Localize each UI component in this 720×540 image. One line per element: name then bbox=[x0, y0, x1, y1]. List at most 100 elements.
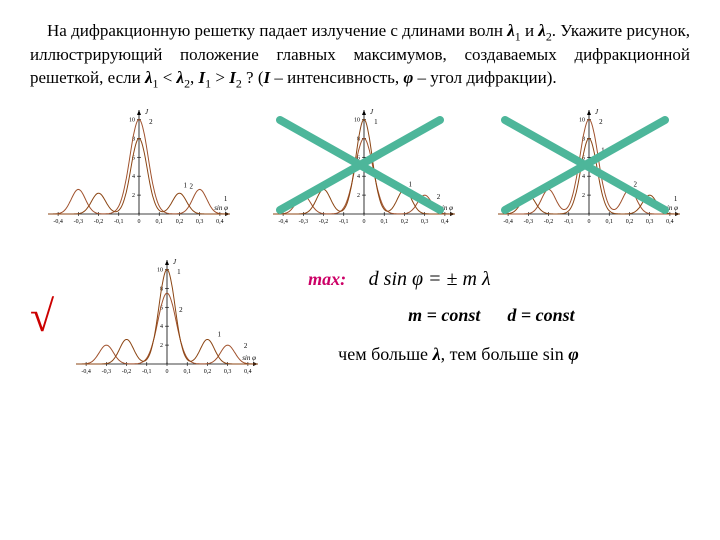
comma: , bbox=[190, 68, 199, 87]
svg-text:-0,2: -0,2 bbox=[544, 219, 554, 225]
svg-text:-0,1: -0,1 bbox=[114, 219, 124, 225]
svg-text:sin φ: sin φ bbox=[242, 354, 256, 362]
svg-text:0,2: 0,2 bbox=[401, 219, 409, 225]
svg-text:2: 2 bbox=[437, 193, 441, 201]
checkmark-icon: √ bbox=[30, 295, 54, 339]
svg-text:0: 0 bbox=[363, 219, 366, 225]
svg-text:sin φ: sin φ bbox=[439, 204, 453, 212]
svg-text:2: 2 bbox=[244, 342, 248, 350]
answer-col: √ -0,4-0,3-0,2-0,100,10,20,30,4246810Jsi… bbox=[30, 252, 268, 382]
svg-text:1: 1 bbox=[674, 195, 678, 203]
svg-text:2: 2 bbox=[599, 118, 603, 126]
svg-text:0,4: 0,4 bbox=[441, 219, 449, 225]
svg-text:0,4: 0,4 bbox=[244, 369, 252, 375]
svg-text:0,4: 0,4 bbox=[216, 219, 224, 225]
svg-text:1: 1 bbox=[218, 330, 222, 338]
c1b: λ bbox=[177, 68, 185, 87]
svg-text:2: 2 bbox=[582, 193, 585, 199]
c1a: λ bbox=[145, 68, 153, 87]
svg-text:-0,4: -0,4 bbox=[278, 219, 288, 225]
svg-text:1: 1 bbox=[601, 146, 605, 154]
max-label: max: bbox=[308, 269, 346, 289]
phi: φ bbox=[403, 68, 413, 87]
lambda1: λ bbox=[507, 21, 515, 40]
svg-text:0: 0 bbox=[588, 219, 591, 225]
svg-text:10: 10 bbox=[354, 117, 360, 123]
lambda2: λ bbox=[538, 21, 546, 40]
svg-text:10: 10 bbox=[129, 117, 135, 123]
svg-text:1: 1 bbox=[183, 181, 187, 189]
svg-text:-0,1: -0,1 bbox=[339, 219, 349, 225]
svg-text:1: 1 bbox=[177, 268, 181, 276]
svg-text:-0,1: -0,1 bbox=[564, 219, 574, 225]
svg-text:0,1: 0,1 bbox=[605, 219, 613, 225]
svg-text:2: 2 bbox=[357, 193, 360, 199]
problem-text: На дифракционную решетку падает излучени… bbox=[30, 20, 690, 92]
svg-text:-0,3: -0,3 bbox=[524, 219, 534, 225]
intens: – интенсивность, bbox=[270, 68, 403, 87]
m-const: m = const bbox=[408, 305, 480, 325]
bottom-row: √ -0,4-0,3-0,2-0,100,10,20,30,4246810Jsi… bbox=[30, 252, 690, 382]
svg-text:J: J bbox=[595, 108, 599, 116]
svg-text:0,2: 0,2 bbox=[626, 219, 634, 225]
svg-text:0,3: 0,3 bbox=[224, 369, 232, 375]
svg-text:0,3: 0,3 bbox=[646, 219, 654, 225]
svg-text:0,3: 0,3 bbox=[196, 219, 204, 225]
svg-text:0: 0 bbox=[138, 219, 141, 225]
svg-text:4: 4 bbox=[582, 174, 585, 180]
svg-text:1: 1 bbox=[408, 180, 412, 188]
svg-text:J: J bbox=[173, 258, 177, 266]
svg-text:sin φ: sin φ bbox=[214, 204, 228, 212]
concl-l: λ bbox=[433, 344, 441, 364]
chart-d: -0,4-0,3-0,2-0,100,10,20,30,4246810Jsin … bbox=[58, 252, 268, 382]
q: ? ( bbox=[242, 68, 264, 87]
t-line1a: На дифракционную решетку падает излучени… bbox=[47, 21, 503, 40]
grating-equation: d sin φ = ± m λ bbox=[369, 268, 491, 290]
svg-text:2: 2 bbox=[633, 180, 637, 188]
gt: > bbox=[211, 68, 229, 87]
svg-text:sin φ: sin φ bbox=[664, 204, 678, 212]
svg-text:2: 2 bbox=[190, 182, 194, 190]
svg-text:2: 2 bbox=[376, 151, 380, 159]
svg-text:0,1: 0,1 bbox=[155, 219, 163, 225]
chart-c: -0,4-0,3-0,2-0,100,10,20,30,4246810Jsin … bbox=[480, 102, 690, 232]
svg-text:-0,1: -0,1 bbox=[142, 369, 152, 375]
I2: I bbox=[229, 68, 236, 87]
svg-text:J: J bbox=[370, 108, 374, 116]
formulas: max: d sin φ = ± m λ m = const d = const… bbox=[278, 268, 690, 365]
svg-text:0,1: 0,1 bbox=[184, 369, 192, 375]
svg-text:0,2: 0,2 bbox=[176, 219, 184, 225]
chart-a: -0,4-0,3-0,2-0,100,10,20,30,4246810Jsin … bbox=[30, 102, 240, 232]
svg-text:-0,3: -0,3 bbox=[299, 219, 309, 225]
svg-text:-0,4: -0,4 bbox=[82, 369, 92, 375]
svg-text:0,2: 0,2 bbox=[204, 369, 212, 375]
svg-text:10: 10 bbox=[579, 117, 585, 123]
svg-text:0: 0 bbox=[166, 369, 169, 375]
chart-b: -0,4-0,3-0,2-0,100,10,20,30,4246810Jsin … bbox=[255, 102, 465, 232]
svg-text:4: 4 bbox=[160, 324, 163, 330]
svg-text:4: 4 bbox=[132, 174, 135, 180]
svg-text:1: 1 bbox=[374, 118, 378, 126]
svg-text:0,3: 0,3 bbox=[421, 219, 429, 225]
lt: < bbox=[158, 68, 176, 87]
svg-text:-0,3: -0,3 bbox=[102, 369, 112, 375]
svg-text:10: 10 bbox=[157, 267, 163, 273]
svg-text:4: 4 bbox=[357, 174, 360, 180]
and: и bbox=[521, 21, 539, 40]
svg-text:-0,4: -0,4 bbox=[503, 219, 512, 225]
svg-text:0,1: 0,1 bbox=[380, 219, 388, 225]
svg-text:2: 2 bbox=[132, 193, 135, 199]
svg-text:0,4: 0,4 bbox=[666, 219, 674, 225]
svg-text:2: 2 bbox=[160, 343, 163, 349]
svg-text:-0,2: -0,2 bbox=[319, 219, 329, 225]
svg-text:J: J bbox=[145, 108, 149, 116]
svg-text:1: 1 bbox=[224, 195, 228, 203]
concl-phi: φ bbox=[568, 344, 579, 364]
charts-row: -0,4-0,3-0,2-0,100,10,20,30,4246810Jsin … bbox=[30, 102, 690, 232]
svg-text:2: 2 bbox=[179, 306, 183, 314]
svg-text:-0,2: -0,2 bbox=[122, 369, 132, 375]
svg-text:-0,2: -0,2 bbox=[94, 219, 104, 225]
concl-b: , тем больше sin bbox=[441, 344, 569, 364]
d-const: d = const bbox=[507, 305, 574, 325]
angle: – угол дифракции). bbox=[413, 68, 556, 87]
